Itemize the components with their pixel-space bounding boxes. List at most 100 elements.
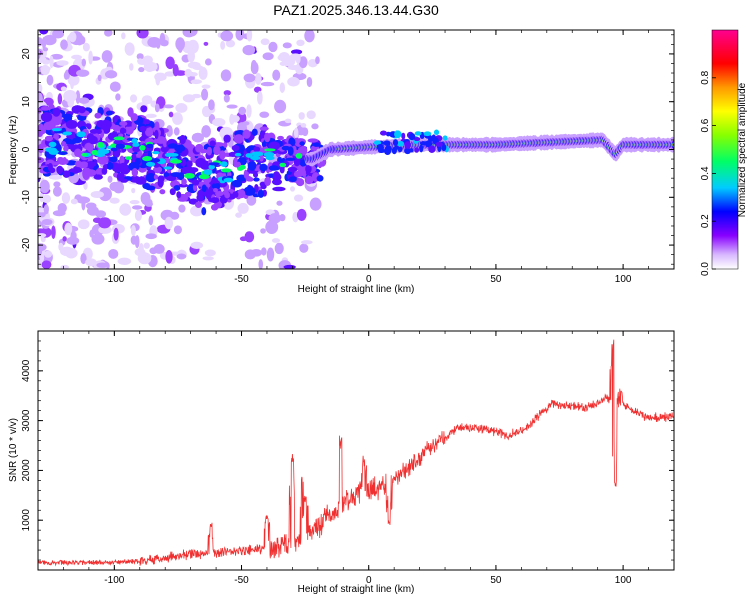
spectrogram-blob [154, 103, 160, 113]
spectrogram-blob [223, 94, 230, 103]
spectrogram-blob [57, 93, 63, 105]
spectrogram-blob [296, 208, 307, 221]
spectrogram-blob [243, 186, 256, 196]
spectrogram-blob [157, 175, 165, 183]
spectrogram-blob [137, 60, 149, 66]
spectrogram-blob [231, 145, 240, 152]
spectrogram-blob [60, 39, 68, 50]
spectrogram-x-tick-label: -100 [104, 274, 124, 285]
spectrogram-blob [38, 132, 43, 138]
spectrogram-blob [257, 90, 263, 105]
spectrogram-blob [98, 226, 112, 234]
spectrogram-blob [62, 236, 67, 242]
spectrogram-blob [149, 158, 161, 163]
spectrogram-blob [295, 54, 301, 64]
spectrogram-blob [223, 90, 232, 96]
spectrogram-blob [212, 118, 226, 127]
spectrogram-blob [107, 175, 113, 183]
spectrogram-blob [101, 167, 108, 175]
spectrogram-blob [243, 73, 256, 83]
spectrogram-blob [140, 135, 147, 141]
spectrogram-blob [253, 146, 261, 153]
spectrogram-blob [38, 108, 42, 114]
spectrogram-blob [132, 146, 141, 153]
spectrogram-blob [201, 125, 212, 138]
spectrogram-blob [290, 49, 303, 55]
spectrogram-blob [184, 191, 192, 197]
spectrogram-blob [43, 122, 52, 130]
spectrogram-blob [63, 145, 69, 152]
spectrogram-blob [442, 135, 448, 141]
colorbar-label: Normalized spectral amplitude [737, 82, 748, 217]
snr-x-tick-label: 50 [490, 575, 502, 586]
spectrogram-blob [101, 50, 113, 63]
spectrogram-blob [293, 127, 299, 139]
spectrogram-blob [124, 42, 135, 56]
spectrogram-blob [404, 147, 412, 155]
spectrogram-blob [172, 64, 179, 77]
spectrogram-blob [167, 143, 179, 149]
spectrogram-blob [155, 72, 161, 86]
spectrogram-blob [299, 243, 309, 253]
spectrogram-blob [300, 240, 313, 245]
spectrogram-blob [282, 42, 292, 49]
spectrogram-blob [271, 178, 282, 186]
spectrogram-blob [97, 148, 110, 155]
spectrogram-blob [38, 143, 44, 154]
spectrogram-blob [93, 174, 103, 180]
spectrogram-blob [48, 174, 63, 180]
spectrogram-blob [423, 131, 432, 137]
spectrogram-blob [57, 156, 64, 162]
spectrogram-blob [136, 53, 144, 60]
spectrogram-blob [288, 176, 297, 183]
spectrogram-blob [76, 69, 90, 77]
spectrogram-blob [43, 204, 49, 215]
spectrogram-blob [168, 111, 174, 118]
spectrogram-blob [139, 144, 146, 151]
spectrogram-blob [311, 123, 319, 130]
spectrogram-blob [259, 126, 269, 131]
spectrogram-blob [247, 184, 252, 191]
spectrogram-blob [274, 99, 287, 114]
spectrogram-blob [242, 121, 250, 126]
spectrogram-blob [169, 211, 180, 220]
spectrogram-blob [47, 163, 53, 172]
spectrogram-blob [181, 178, 187, 186]
snr-x-tick-label: 0 [366, 575, 372, 586]
spectrogram-blob [176, 191, 182, 199]
spectrogram-blob [130, 113, 138, 122]
spectrogram-blob [146, 143, 154, 149]
spectrogram-blob [145, 233, 157, 240]
spectrogram-blob [220, 161, 228, 167]
spectrogram-blob [195, 143, 204, 153]
spectrogram-blob [209, 140, 216, 147]
spectrogram-blob [433, 129, 440, 136]
spectrogram-blob [290, 186, 295, 192]
spectrogram-blob [190, 205, 204, 217]
spectrogram-blob [376, 143, 384, 151]
spectrogram-blob [283, 264, 296, 269]
spectrogram-blob [110, 143, 118, 148]
colorbar-tick-label: 0.4 [700, 166, 711, 180]
spectrogram-blob [52, 186, 62, 197]
spectrogram-blob [78, 106, 86, 114]
spectrogram-blob [74, 160, 83, 168]
spectrogram-blob [119, 121, 128, 127]
spectrogram-y-label: Frequency (Hz) [8, 116, 19, 185]
spectrogram-blob [69, 75, 75, 90]
spectrogram-blob [165, 56, 175, 70]
spectrogram-blob [173, 127, 180, 136]
spectrogram-blob [87, 206, 99, 216]
spectrogram-blob [254, 72, 262, 85]
spectrogram-blob [60, 264, 70, 269]
spectrogram-blob [88, 156, 93, 163]
spectrogram-blob [52, 30, 65, 39]
spectrogram-blob [131, 187, 136, 194]
spectrogram-blob [49, 55, 54, 69]
spectrogram-blob [257, 189, 265, 198]
spectrogram-blob [250, 155, 261, 161]
spectrogram-blob [38, 243, 47, 252]
spectrogram-blob [129, 94, 138, 103]
spectrogram-blob [198, 66, 208, 80]
spectrogram-blob [163, 166, 173, 170]
